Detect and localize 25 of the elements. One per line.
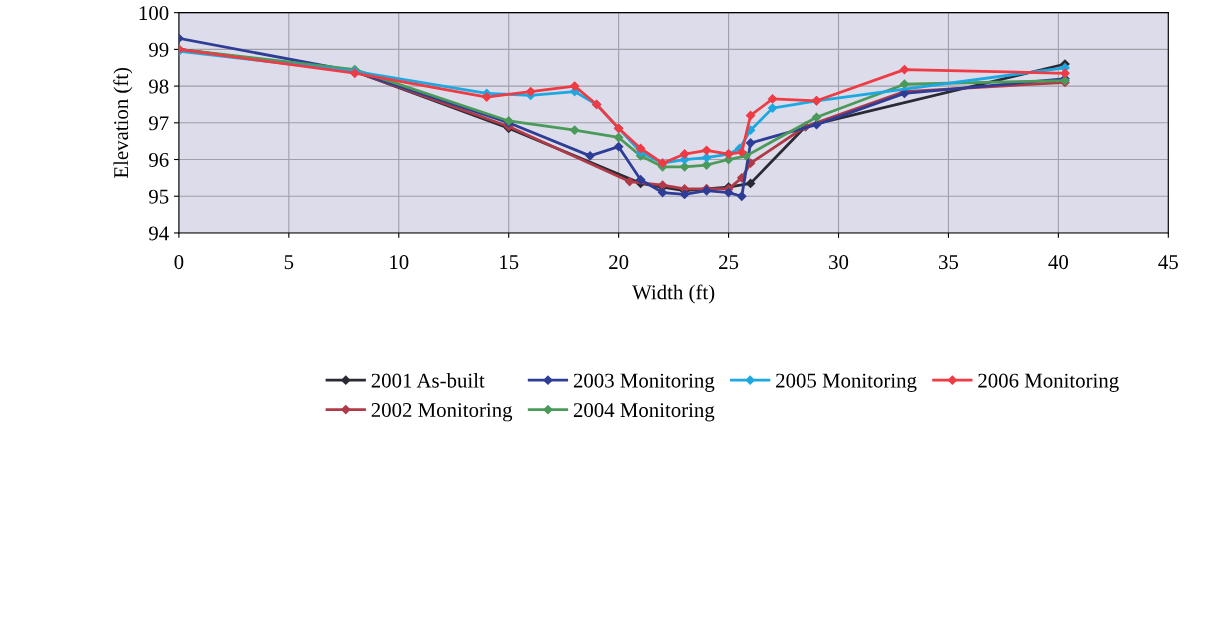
x-tick-label: 10 (390, 255, 409, 270)
x-tick-label: 5 (284, 255, 294, 270)
x-tick-label: 20 (609, 255, 629, 270)
x-tick-label: 45 (1158, 255, 1178, 270)
y-tick-label: 97 (149, 116, 169, 131)
y-tick-label: 100 (139, 6, 169, 21)
legend-label: 2004 Monitoring (573, 403, 715, 422)
y-axis-title: Elevation (ft) (113, 67, 133, 179)
x-axis-title: Width (ft) (632, 284, 715, 304)
y-tick-label: 95 (149, 189, 169, 204)
legend-label: 2003 Monitoring (573, 373, 715, 392)
x-tick-label: 40 (1048, 255, 1069, 270)
y-tick-label: 96 (149, 152, 169, 167)
y-tick-label: 98 (149, 79, 169, 94)
x-tick-label: 0 (174, 255, 184, 270)
x-tick-label: 30 (829, 255, 849, 270)
x-tick-label: 35 (939, 255, 959, 270)
x-tick-label: 15 (500, 255, 519, 270)
legend-label: 2002 Monitoring (371, 403, 513, 422)
legend-label: 2001 As-built (371, 372, 485, 388)
x-tick-label: 25 (719, 255, 739, 270)
y-tick-label: 94 (149, 226, 169, 241)
legend-label: 2005 Monitoring (776, 373, 917, 392)
legend-label: 2006 Monitoring (978, 373, 1119, 392)
y-tick-label: 99 (149, 42, 169, 57)
